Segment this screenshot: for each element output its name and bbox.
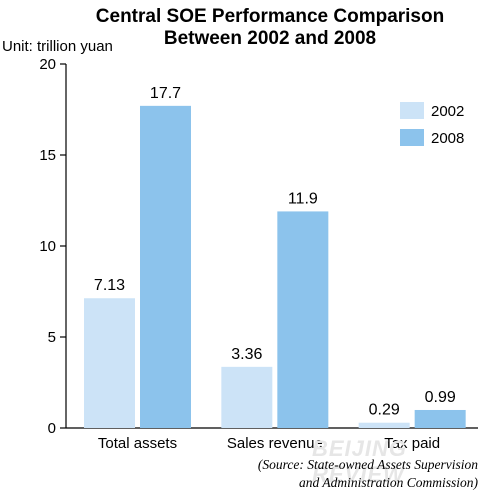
- bar: [84, 298, 135, 428]
- chart-title-line-1: Central SOE Performance Comparison: [95, 6, 445, 27]
- bar: [140, 105, 191, 429]
- source-note: (Source: State-owned Assets Supervision …: [178, 456, 478, 492]
- x-category-label: Total assets: [98, 435, 177, 452]
- x-category-label: Tax paid: [384, 435, 440, 452]
- legend-swatch: [400, 102, 424, 119]
- legend-label: 2002: [431, 103, 464, 120]
- bar-value-label: 0.99: [425, 389, 456, 406]
- legend-label: 2008: [431, 130, 464, 147]
- y-tick-label: 0: [48, 420, 56, 437]
- legend-swatch: [400, 129, 424, 146]
- chart-title-line-2: Between 2002 and 2008: [163, 28, 377, 49]
- source-line-2: and Administration Commission): [298, 475, 478, 490]
- y-tick-label: 20: [39, 56, 56, 73]
- bar-value-label: 17.7: [150, 85, 181, 102]
- bar-value-label: 11.9: [288, 190, 318, 207]
- bar: [221, 366, 273, 428]
- y-tick-label: 5: [48, 329, 56, 346]
- bar: [414, 409, 466, 428]
- bar: [358, 422, 410, 428]
- watermark-logo: BEIJING REVIEW: [312, 436, 408, 487]
- bar: [277, 211, 329, 428]
- bar-value-label: 7.13: [94, 277, 125, 294]
- source-line-1: (Source: State-owned Assets Supervision: [257, 457, 478, 472]
- bar-value-label: 0.29: [369, 402, 400, 419]
- y-axis-unit-label: Unit: trillion yuan: [2, 38, 113, 55]
- y-tick-label: 15: [39, 147, 56, 164]
- chart-title: Central SOE Performance Comparison Betwe…: [60, 6, 480, 50]
- y-tick-label: 10: [39, 238, 56, 255]
- bar-value-label: 3.36: [231, 346, 262, 363]
- x-category-label: Sales revenue: [227, 435, 323, 452]
